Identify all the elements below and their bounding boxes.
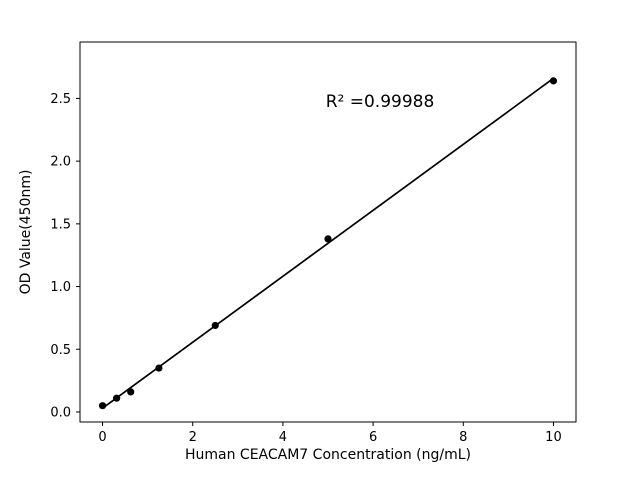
x-tick-label: 2 <box>189 430 197 445</box>
data-point <box>211 321 219 330</box>
data-point <box>113 394 121 402</box>
y-tick-label: 1.5 <box>50 217 71 232</box>
x-tick-label: 8 <box>459 430 467 445</box>
data-point <box>549 77 558 85</box>
y-tick-label: 2.5 <box>50 92 71 107</box>
x-axis-label: Human CEACAM7 Concentration (ng/mL) <box>185 447 471 463</box>
ticks-layer: 0 2 4 6 8 10 0.0 0.5 1.0 1.5 2.0 2.5 <box>50 92 561 445</box>
data-layer <box>98 77 558 410</box>
y-tick-label: 0.0 <box>50 405 71 420</box>
x-tick-label: 0 <box>98 430 106 445</box>
y-tick-label: 2.0 <box>50 155 71 170</box>
data-point <box>127 388 135 396</box>
x-tick-label: 4 <box>279 430 287 445</box>
data-point <box>324 235 332 243</box>
x-tick-label: 6 <box>369 430 377 445</box>
data-point <box>155 364 163 372</box>
x-tick-label: 10 <box>545 430 562 445</box>
y-tick-label: 1.0 <box>50 280 71 295</box>
y-tick-label: 0.5 <box>50 343 71 358</box>
axes-border <box>79 41 577 423</box>
r-squared-annotation: R² =0.99988 <box>326 92 435 112</box>
plot-area <box>80 42 576 422</box>
data-point <box>98 402 107 410</box>
y-axis-label: OD Value(450nm) <box>18 170 34 295</box>
fit-line <box>102 77 554 409</box>
